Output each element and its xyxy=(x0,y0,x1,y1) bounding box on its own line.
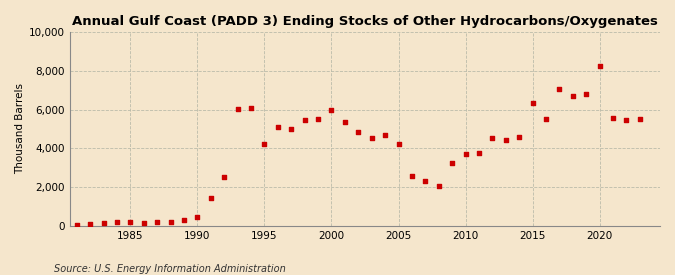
Point xyxy=(125,220,136,224)
Point xyxy=(326,108,337,112)
Point xyxy=(219,175,230,180)
Point xyxy=(138,221,149,225)
Point xyxy=(286,127,297,131)
Point xyxy=(85,222,96,226)
Point xyxy=(594,64,605,68)
Point xyxy=(621,118,632,122)
Point xyxy=(447,161,458,165)
Point xyxy=(72,223,82,227)
Point xyxy=(259,142,270,147)
Point xyxy=(460,152,471,156)
Point xyxy=(98,221,109,226)
Point xyxy=(608,116,618,121)
Point xyxy=(353,130,364,134)
Point xyxy=(340,120,350,124)
Point xyxy=(474,151,485,155)
Point xyxy=(232,106,243,111)
Point xyxy=(380,133,391,137)
Y-axis label: Thousand Barrels: Thousand Barrels xyxy=(15,83,25,174)
Point xyxy=(581,91,592,96)
Point xyxy=(527,101,538,105)
Point xyxy=(192,214,202,219)
Point xyxy=(433,183,444,188)
Title: Annual Gulf Coast (PADD 3) Ending Stocks of Other Hydrocarbons/Oxygenates: Annual Gulf Coast (PADD 3) Ending Stocks… xyxy=(72,15,658,28)
Point xyxy=(406,174,417,179)
Point xyxy=(514,134,524,139)
Point xyxy=(111,220,122,225)
Point xyxy=(152,220,163,224)
Point xyxy=(634,116,645,121)
Point xyxy=(205,196,216,200)
Point xyxy=(420,179,431,183)
Point xyxy=(568,93,578,98)
Point xyxy=(246,106,256,110)
Point xyxy=(299,118,310,122)
Point xyxy=(179,218,190,222)
Point xyxy=(554,87,565,91)
Point xyxy=(487,136,497,141)
Point xyxy=(273,125,284,129)
Point xyxy=(313,117,323,122)
Point xyxy=(500,138,511,142)
Point xyxy=(541,117,551,122)
Text: Source: U.S. Energy Information Administration: Source: U.S. Energy Information Administ… xyxy=(54,264,286,274)
Point xyxy=(367,136,377,140)
Point xyxy=(165,220,176,224)
Point xyxy=(393,142,404,147)
